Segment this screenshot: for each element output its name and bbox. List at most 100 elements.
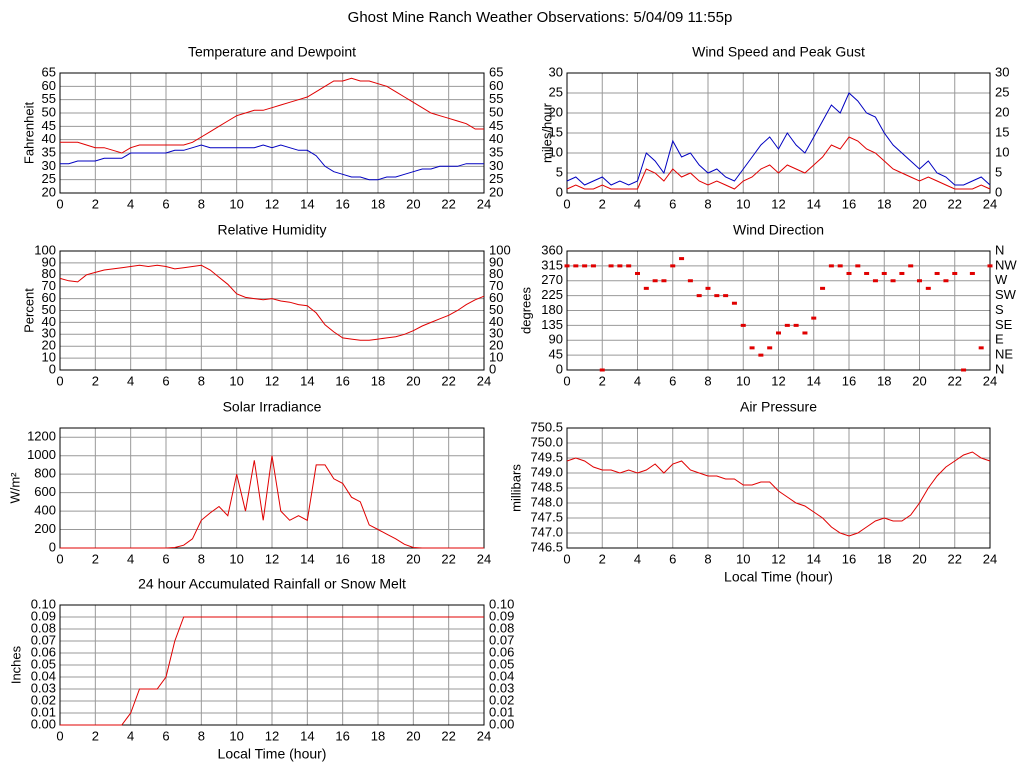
data-line xyxy=(59,264,485,341)
y2-tick-label: 55 xyxy=(489,91,503,106)
data-point xyxy=(917,279,922,283)
data-point xyxy=(952,271,958,275)
data-point xyxy=(820,286,826,290)
y-tick-label: 360 xyxy=(541,242,563,257)
x-tick-label: 20 xyxy=(406,551,420,566)
y2-tick-label: 70 xyxy=(489,278,503,293)
x-tick-label: 4 xyxy=(634,373,641,388)
y-tick-label: 0.00 xyxy=(31,716,56,731)
data-point xyxy=(837,264,843,268)
x-tick-label: 4 xyxy=(127,196,134,211)
y-tick-label: 748.5 xyxy=(530,479,563,494)
x-tick-label: 2 xyxy=(599,196,606,211)
y2-tick-label: W xyxy=(995,272,1008,287)
y2-tick-label: 90 xyxy=(489,254,503,269)
x-tick-label: 4 xyxy=(634,551,641,566)
y2-tick-label: 20 xyxy=(489,184,503,199)
y-tick-label: 70 xyxy=(42,278,56,293)
data-point xyxy=(643,286,649,290)
plot-border xyxy=(566,427,991,549)
x-tick-label: 22 xyxy=(948,551,962,566)
x-tick-label: 24 xyxy=(477,728,491,743)
x-tick-label: 20 xyxy=(912,551,926,566)
y2-tick-label: 25 xyxy=(995,84,1009,99)
y-tick-label: 40 xyxy=(42,131,56,146)
y-tick-label: 748.0 xyxy=(530,494,563,509)
x-tick-label: 24 xyxy=(477,373,491,388)
data-line xyxy=(60,616,484,726)
data-point xyxy=(872,279,878,283)
x-tick-label: 18 xyxy=(371,728,385,743)
data-point xyxy=(564,264,570,268)
y-tick-label: 35 xyxy=(42,144,56,159)
y2-tick-label: 0.03 xyxy=(489,680,514,695)
y-tick-label: 90 xyxy=(42,254,56,269)
x-tick-label: 8 xyxy=(198,728,205,743)
data-point xyxy=(652,279,658,283)
y2-tick-label: 60 xyxy=(489,78,503,93)
data-point xyxy=(890,279,896,283)
x-tick-label: 12 xyxy=(771,373,785,388)
y-tick-label: 25 xyxy=(42,171,56,186)
chart-title: 24 hour Accumulated Rainfall or Snow Mel… xyxy=(138,576,406,592)
x-tick-label: 12 xyxy=(771,196,785,211)
y-tick-label: 746.5 xyxy=(530,539,563,554)
data-point xyxy=(934,271,940,275)
x-tick-label: 8 xyxy=(704,196,711,211)
y2-tick-label: 40 xyxy=(489,314,503,329)
plot-border xyxy=(59,250,485,371)
data-point xyxy=(987,264,993,268)
y-tick-label: 135 xyxy=(541,317,563,332)
y-tick-label: 200 xyxy=(34,521,56,536)
data-line xyxy=(566,451,991,537)
x-tick-label: 20 xyxy=(912,196,926,211)
x-tick-label: 20 xyxy=(406,373,420,388)
y2-tick-label: NE xyxy=(995,347,1013,362)
x-tick-label: 10 xyxy=(736,196,750,211)
x-tick-label: 6 xyxy=(669,196,676,211)
page-title: Ghost Mine Ranch Weather Observations: 5… xyxy=(348,9,733,26)
y-tick-label: 0 xyxy=(556,184,563,199)
x-tick-label: 20 xyxy=(406,196,420,211)
x-tick-label: 14 xyxy=(807,373,821,388)
y2-tick-label: 50 xyxy=(489,302,503,317)
x-tick-label: 10 xyxy=(229,196,243,211)
data-point xyxy=(608,264,614,268)
x-tick-label: 8 xyxy=(704,373,711,388)
y-axis-label: W/m² xyxy=(7,472,22,504)
data-point xyxy=(635,271,640,275)
y-tick-label: 10 xyxy=(42,350,56,365)
data-point xyxy=(573,264,579,268)
x-tick-label: 24 xyxy=(983,196,997,211)
y2-tick-label: 50 xyxy=(489,104,503,119)
data-point xyxy=(723,294,729,298)
y-tick-label: 45 xyxy=(42,118,56,133)
y-tick-label: 225 xyxy=(541,287,563,302)
chart-title: Temperature and Dewpoint xyxy=(188,44,356,60)
chart-title: Relative Humidity xyxy=(218,222,327,238)
x-tick-label: 6 xyxy=(162,196,169,211)
y-tick-label: 0.10 xyxy=(31,596,56,611)
data-point xyxy=(626,264,632,268)
y-tick-label: 749.0 xyxy=(530,464,563,479)
y-tick-label: 400 xyxy=(34,503,56,518)
y-tick-label: 749.5 xyxy=(530,449,563,464)
x-tick-label: 2 xyxy=(599,551,606,566)
data-point xyxy=(670,264,676,268)
y2-tick-label: 20 xyxy=(489,338,503,353)
x-tick-label: 18 xyxy=(877,373,891,388)
x-axis-label: Local Time (hour) xyxy=(218,746,327,762)
y-axis-label: Percent xyxy=(21,288,36,333)
x-tick-label: 16 xyxy=(335,728,349,743)
y2-tick-label: 60 xyxy=(489,290,503,305)
x-axis-label: Local Time (hour) xyxy=(724,569,833,585)
data-line xyxy=(60,77,484,154)
data-point xyxy=(687,279,693,283)
y2-tick-label: 10 xyxy=(995,144,1009,159)
x-tick-label: 0 xyxy=(563,196,570,211)
data-point xyxy=(961,368,967,372)
x-tick-label: 4 xyxy=(127,728,134,743)
y2-tick-label: 0.05 xyxy=(489,656,514,671)
data-point xyxy=(864,271,870,275)
x-tick-label: 2 xyxy=(599,373,606,388)
